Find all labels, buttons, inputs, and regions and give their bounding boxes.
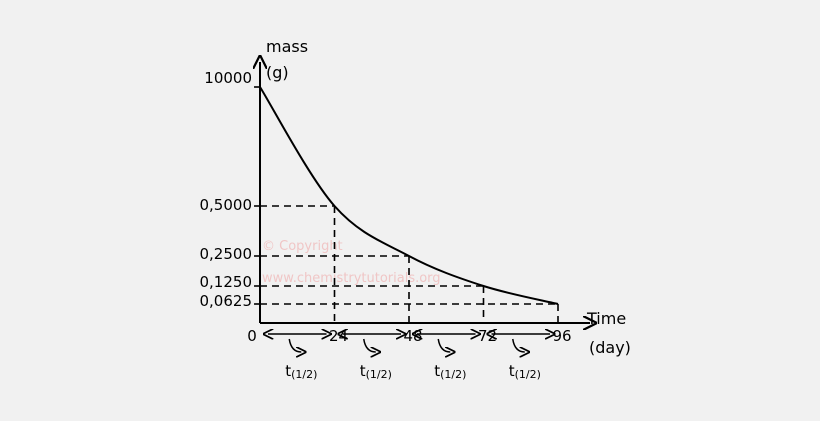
half-life-label: t(1/2) xyxy=(434,362,466,381)
curved-pointer-icon xyxy=(512,338,525,352)
x-tick-labels: 0 24 48 72 96 xyxy=(247,327,571,345)
y-tick-label: 10000 xyxy=(204,69,252,87)
y-axis-title-line2: (g) xyxy=(266,63,289,82)
x-tick-label: 96 xyxy=(552,327,571,345)
watermark-line2: www.chemistrytutorials.org xyxy=(262,271,441,286)
half-life-label: t(1/2) xyxy=(285,362,317,381)
y-tick-label: 0,0625 xyxy=(200,292,253,310)
curved-pointer-icon xyxy=(288,338,301,352)
x-tick-label: 0 xyxy=(247,327,257,345)
reference-dash-lines xyxy=(254,86,559,323)
x-tick-label: 48 xyxy=(403,327,422,345)
half-life-label: t(1/2) xyxy=(509,362,541,381)
curved-pointer-icon xyxy=(363,338,376,352)
y-tick-label: 0,2500 xyxy=(200,245,253,263)
x-axis-title-line1: Time xyxy=(586,309,626,328)
x-tick-label: 24 xyxy=(329,327,348,345)
watermark-line1: © Copyright xyxy=(262,239,343,254)
x-tick-label: 72 xyxy=(478,327,497,345)
y-tick-label: 0,1250 xyxy=(200,273,253,291)
x-axis-title-line2: (day) xyxy=(589,338,631,357)
y-axis-title-line1: mass xyxy=(266,37,308,56)
y-tick-label: 0,5000 xyxy=(200,196,253,214)
half-life-label: t(1/2) xyxy=(360,362,392,381)
decay-curve xyxy=(259,86,559,305)
curved-pointer-icon xyxy=(437,338,450,352)
